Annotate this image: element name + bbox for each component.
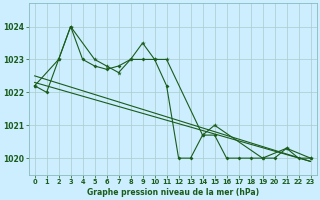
X-axis label: Graphe pression niveau de la mer (hPa): Graphe pression niveau de la mer (hPa) bbox=[86, 188, 259, 197]
